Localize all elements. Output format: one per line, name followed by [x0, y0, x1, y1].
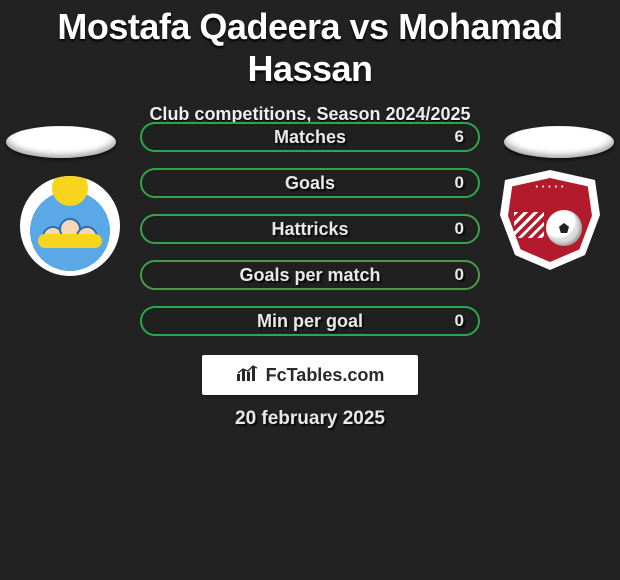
stat-label: Min per goal: [257, 311, 363, 332]
player-right-oval: [504, 126, 614, 158]
stat-label: Hattricks: [271, 219, 348, 240]
chart-bars-icon: [236, 364, 260, 387]
stat-value-right: 0: [455, 311, 464, 331]
brand-box: FcTables.com: [202, 355, 418, 395]
stat-value-right: 6: [455, 127, 464, 147]
page-title: Mostafa Qadeera vs Mohamad Hassan: [0, 0, 620, 90]
brand-text: FcTables.com: [266, 365, 385, 386]
stat-value-right: 0: [455, 173, 464, 193]
date-text: 20 february 2025: [0, 408, 620, 430]
stat-row: Min per goal 0: [140, 306, 480, 336]
stat-row: Goals 0: [140, 168, 480, 198]
stat-row: Matches 6: [140, 122, 480, 152]
stat-row: Goals per match 0: [140, 260, 480, 290]
club-badge-left: [20, 176, 120, 276]
stat-label: Goals per match: [239, 265, 380, 286]
player-left-oval: [6, 126, 116, 158]
stat-label: Matches: [274, 127, 346, 148]
stat-value-right: 0: [455, 219, 464, 239]
stat-value-right: 0: [455, 265, 464, 285]
stats-rows: Matches 6 Goals 0 Hattricks 0 Goals per …: [140, 122, 480, 352]
stat-row: Hattricks 0: [140, 214, 480, 244]
club-badge-right: • • • • •: [500, 170, 600, 270]
stat-label: Goals: [285, 173, 335, 194]
